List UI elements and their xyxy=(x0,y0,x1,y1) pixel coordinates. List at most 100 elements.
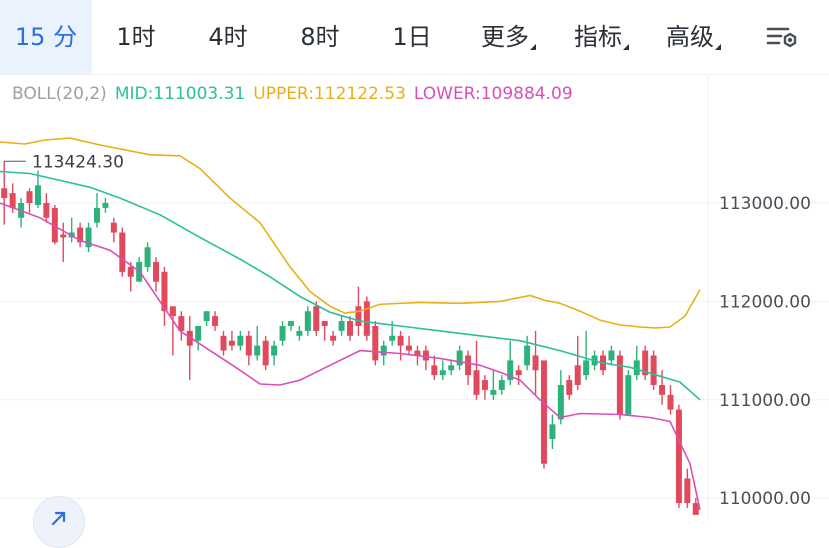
candle-body xyxy=(77,227,84,243)
candle-body xyxy=(515,370,522,376)
candle-body xyxy=(245,335,252,356)
candle-body xyxy=(330,335,337,341)
candle-body xyxy=(498,380,505,390)
boll-lower-line xyxy=(0,202,701,511)
candle-body xyxy=(127,266,134,277)
candle-body xyxy=(448,365,455,371)
boll-legend: BOLL(20,2) MID:111003.31 UPPER:112122.53 LO… xyxy=(12,84,581,104)
candle-body xyxy=(296,330,303,336)
dropdown-caret-icon xyxy=(623,44,629,50)
candle-body xyxy=(507,360,514,381)
y-tick-label: 113000.00 xyxy=(719,194,811,214)
candle-body xyxy=(110,222,117,233)
candle-body xyxy=(406,345,413,351)
tab-label: 高级 xyxy=(666,23,714,51)
candle-body xyxy=(481,380,488,390)
candle-body xyxy=(397,335,404,346)
candle-body xyxy=(566,380,573,395)
candle-body xyxy=(60,234,67,238)
period-tab-bar: 15 分 1时 4时 8时 1日 更多 指标 高级 xyxy=(0,0,829,75)
candle-body xyxy=(144,247,151,267)
candle-body xyxy=(169,306,176,317)
tab-15-min[interactable]: 15 分 xyxy=(0,0,92,74)
candle-body xyxy=(355,306,362,326)
candle-body xyxy=(616,355,623,415)
candle-body xyxy=(186,330,193,346)
candle-body xyxy=(212,316,219,326)
candle-body xyxy=(321,321,328,326)
candle-body xyxy=(287,321,294,326)
candle-body xyxy=(254,345,261,356)
tab-8-hour[interactable]: 8时 xyxy=(288,0,352,74)
tab-label: 4时 xyxy=(208,23,248,51)
boll-upper-line xyxy=(0,137,701,329)
candle-body xyxy=(220,335,227,351)
candle-body xyxy=(153,262,160,282)
candle-body xyxy=(203,311,210,322)
candle-body xyxy=(675,409,682,504)
tab-label: 指标 xyxy=(574,23,622,51)
candle-body xyxy=(338,321,345,331)
candle-body xyxy=(524,345,531,366)
candle-body xyxy=(532,355,539,371)
chart-settings-icon[interactable] xyxy=(763,22,801,52)
candle-body xyxy=(279,325,286,341)
candle-body xyxy=(271,345,278,356)
candle-body xyxy=(372,325,379,361)
candle-body xyxy=(414,350,421,356)
candle-body xyxy=(363,301,370,336)
boll-name: BOLL(20,2) xyxy=(12,84,107,104)
candle-body xyxy=(102,203,109,208)
candle-body xyxy=(431,365,438,376)
candle-body xyxy=(650,355,657,386)
candle-body xyxy=(119,232,126,272)
tab-label: 1日 xyxy=(392,23,432,51)
candle-body xyxy=(195,325,202,341)
candle-body xyxy=(161,271,168,312)
candle-body xyxy=(439,370,446,376)
candle-body xyxy=(228,340,235,346)
candle-body xyxy=(456,350,463,366)
candle-body xyxy=(34,185,41,205)
candle-body xyxy=(26,191,33,203)
candle-body xyxy=(490,389,497,395)
expand-arrow-icon xyxy=(51,511,66,526)
candle-body xyxy=(642,350,649,376)
candle-body xyxy=(557,385,564,420)
candle-body xyxy=(692,503,699,515)
candle-body xyxy=(304,311,311,331)
boll-mid-value: MID:111003.31 xyxy=(114,84,246,104)
tab-label: 1时 xyxy=(116,23,156,51)
tab-advanced[interactable]: 高级 xyxy=(655,0,725,74)
tab-1-hour[interactable]: 1时 xyxy=(104,0,168,74)
dropdown-caret-icon xyxy=(715,44,721,50)
tab-1-day[interactable]: 1日 xyxy=(380,0,444,74)
candle-body xyxy=(574,365,581,386)
candle-body xyxy=(659,385,666,395)
boll-lower-value: LOWER:109884.09 xyxy=(413,84,573,104)
candle-body xyxy=(583,360,590,376)
candle-body xyxy=(43,203,50,218)
tab-label: 8时 xyxy=(300,23,340,51)
candle-body xyxy=(473,370,480,395)
candle-body xyxy=(237,335,244,346)
candle-body xyxy=(684,478,691,504)
candle-body xyxy=(85,227,92,248)
tab-more[interactable]: 更多 xyxy=(470,0,540,74)
candle-body xyxy=(262,340,269,366)
y-tick-label: 111000.00 xyxy=(719,391,811,411)
tab-indicators[interactable]: 指标 xyxy=(563,0,633,74)
expand-button[interactable] xyxy=(33,496,85,548)
tab-label: 更多 xyxy=(481,23,529,51)
tab-4-hour[interactable]: 4时 xyxy=(196,0,260,74)
dropdown-caret-icon xyxy=(530,44,536,50)
boll-upper-value: UPPER:112122.53 xyxy=(253,84,406,104)
candle-body xyxy=(608,350,615,361)
candle-body xyxy=(540,360,547,464)
candle-body xyxy=(93,207,100,223)
boll-mid-line xyxy=(0,170,701,401)
y-tick-label: 112000.00 xyxy=(719,292,811,312)
candlestick-chart[interactable]: 113000.00 112000.00 111000.00 110000.00 1134… xyxy=(0,74,829,521)
candle-body xyxy=(667,394,674,410)
candle-body xyxy=(422,350,429,361)
